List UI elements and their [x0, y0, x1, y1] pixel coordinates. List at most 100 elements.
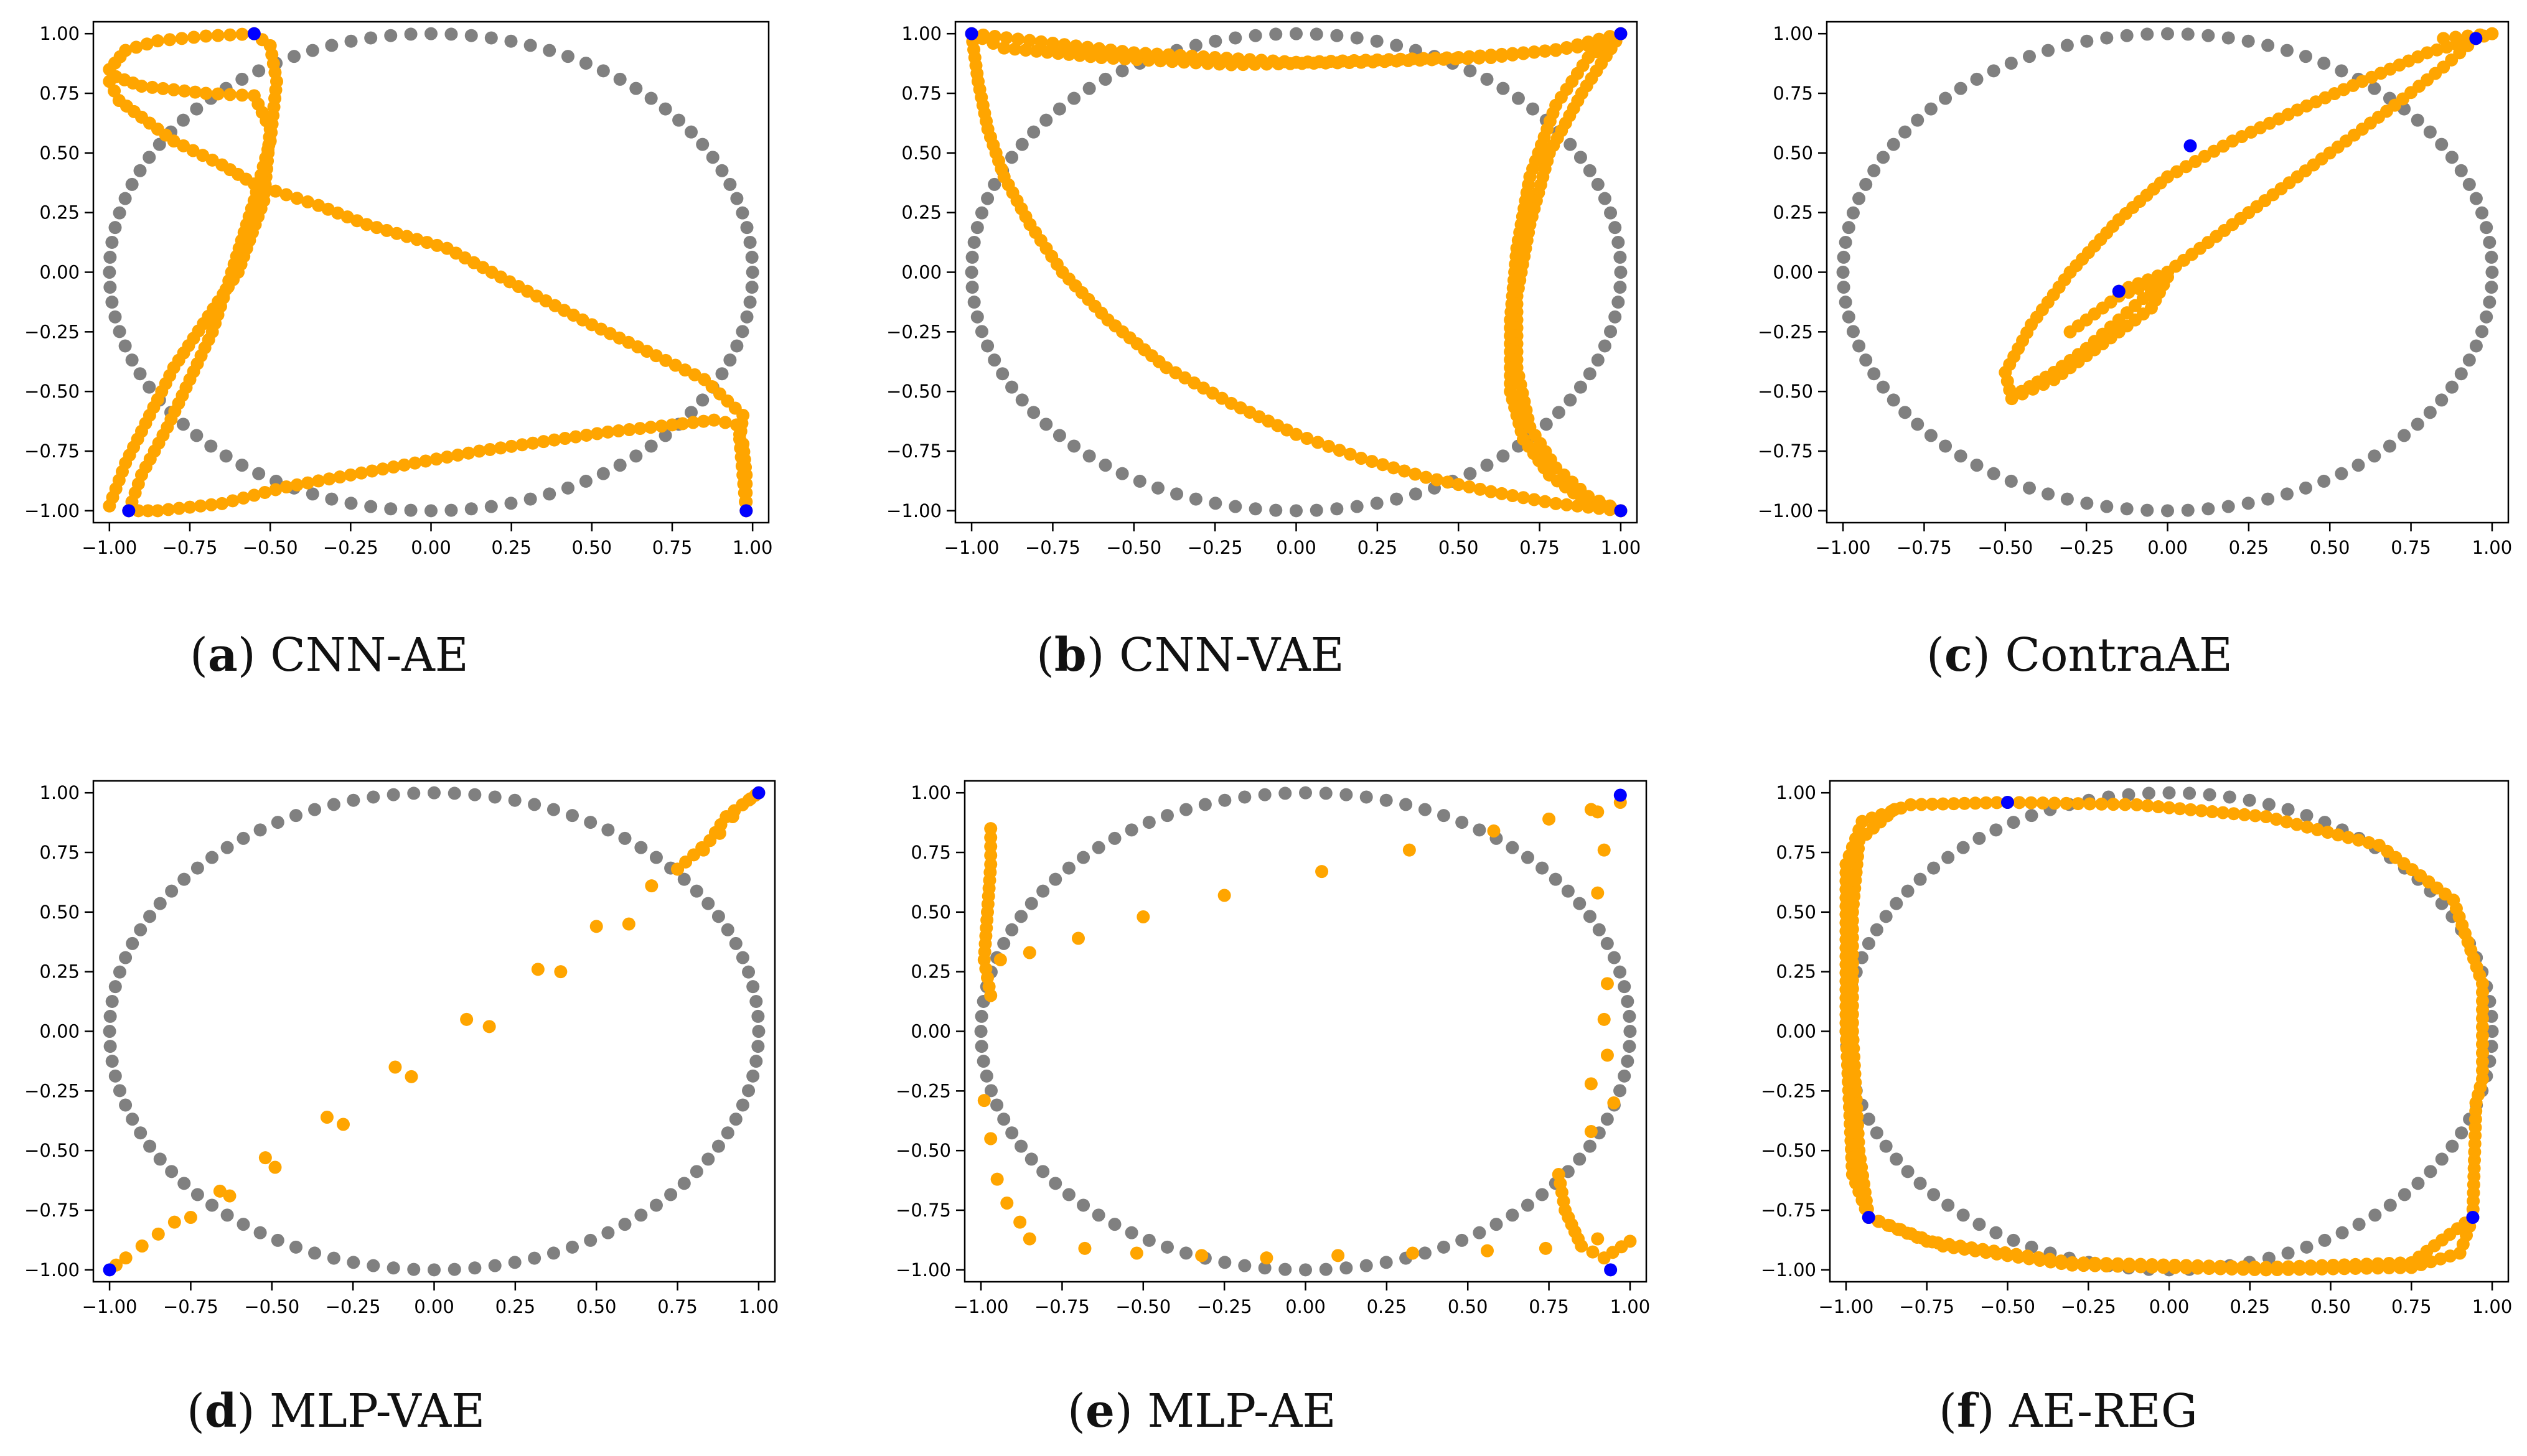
circle-point — [2475, 206, 2489, 220]
trajectory-point — [1623, 1234, 1637, 1248]
x-tick-label: −0.50 — [1106, 537, 1161, 558]
circle-point — [220, 841, 234, 854]
trajectory-point — [2437, 32, 2450, 45]
circle-point — [1067, 439, 1081, 453]
trajectory-point — [172, 502, 186, 515]
circle-point — [2318, 1233, 2332, 1247]
trajectory-point — [1343, 447, 1357, 461]
circle-point — [190, 429, 204, 442]
trajectory-point — [718, 416, 732, 429]
y-tick-label: −0.75 — [1761, 1200, 1816, 1221]
circle-point — [2300, 809, 2314, 823]
trajectory-point — [494, 441, 507, 455]
circle-point — [629, 449, 643, 463]
trajectory-point — [269, 184, 283, 198]
circle-point — [1836, 266, 1850, 279]
trajectory-point — [1107, 52, 1120, 65]
trajectory-point — [103, 75, 116, 88]
circle-point — [2060, 492, 2074, 506]
circle-point — [1956, 1208, 1970, 1222]
x-tick-label: 0.75 — [657, 1296, 698, 1317]
endpoint-marker — [1614, 27, 1628, 40]
caption-c: (c) ContraAE — [1926, 628, 2233, 682]
circle-point — [1399, 798, 1413, 811]
trajectory-point — [1441, 475, 1455, 489]
y-tick-label: −1.00 — [24, 1259, 80, 1281]
circle-point — [746, 266, 759, 279]
endpoint-marker — [122, 504, 136, 518]
x-tick-label: 1.00 — [2472, 1296, 2513, 1317]
circle-point — [1506, 1208, 1519, 1222]
trajectory-point — [1315, 865, 1329, 879]
x-tick-label: 0.00 — [1285, 1296, 1326, 1317]
trajectory-point — [2077, 1256, 2091, 1270]
trajectory-point — [151, 1227, 165, 1241]
circle-point — [1258, 788, 1272, 801]
trajectory-point — [1448, 52, 1462, 66]
circle-point — [1970, 459, 1984, 472]
trajectory-point — [687, 416, 700, 429]
y-tick-label: −0.50 — [896, 1140, 951, 1161]
trajectory-point — [1248, 57, 1262, 71]
circle-point — [1036, 1165, 1050, 1178]
trajectory-point — [1414, 54, 1427, 67]
circle-point — [448, 1262, 461, 1276]
circle-point — [1024, 1152, 1038, 1166]
circle-point — [253, 823, 267, 837]
circle-point — [2162, 786, 2176, 800]
circle-point — [347, 1256, 360, 1269]
circle-point — [1249, 29, 1262, 42]
y-tick-label: 0.75 — [911, 842, 951, 863]
circle-point — [2221, 500, 2235, 513]
circle-point — [561, 50, 574, 63]
trajectory-point — [440, 450, 454, 464]
x-tick-label: 0.75 — [2391, 537, 2431, 558]
trajectory-point — [189, 85, 202, 99]
x-tick-label: −0.50 — [243, 537, 298, 558]
trajectory-point — [400, 230, 414, 243]
trajectory-point — [131, 504, 145, 518]
circle-point — [504, 34, 518, 48]
circle-point — [523, 492, 537, 506]
circle-point — [634, 841, 648, 854]
trajectory-point — [1597, 843, 1611, 857]
circle-point — [118, 192, 132, 205]
circle-point — [1160, 809, 1174, 823]
circle-point — [1549, 872, 1562, 886]
circle-point — [1608, 221, 1622, 235]
trajectory-point — [462, 446, 476, 460]
circle-point — [190, 1188, 204, 1202]
trajectory-point — [215, 497, 229, 510]
y-tick-label: 1.00 — [1773, 23, 1813, 44]
trajectory-point — [1943, 1238, 1956, 1251]
circle-point — [1987, 64, 2000, 78]
trajectory-point — [237, 491, 250, 505]
trajectory-point — [247, 488, 261, 502]
circle-point — [749, 1055, 763, 1068]
trajectory-point — [990, 1172, 1004, 1186]
circle-point — [2368, 449, 2381, 463]
circle-point — [997, 936, 1011, 950]
endpoint-marker — [2183, 139, 2197, 152]
circle-point — [2243, 793, 2256, 807]
x-tick-label: −0.50 — [1115, 1296, 1171, 1317]
circle-point — [1842, 310, 1855, 324]
circle-point — [1573, 380, 1587, 394]
circle-point — [711, 1139, 725, 1153]
circle-point — [126, 936, 139, 950]
trajectory-point — [1586, 1245, 1600, 1259]
trajectory-point — [2005, 392, 2018, 406]
circle-point — [2485, 281, 2498, 294]
circle-point — [977, 1055, 990, 1068]
circle-point — [2445, 1139, 2459, 1153]
trajectory-point — [1538, 44, 1552, 58]
circle-point — [1852, 192, 1866, 205]
circle-point — [2368, 82, 2381, 95]
trajectory-point — [2310, 823, 2324, 836]
y-tick-label: 0.50 — [39, 902, 80, 923]
circle-point — [2262, 798, 2276, 811]
trajectory-point — [370, 221, 383, 235]
circle-point — [618, 1218, 632, 1231]
circle-point — [546, 803, 560, 816]
